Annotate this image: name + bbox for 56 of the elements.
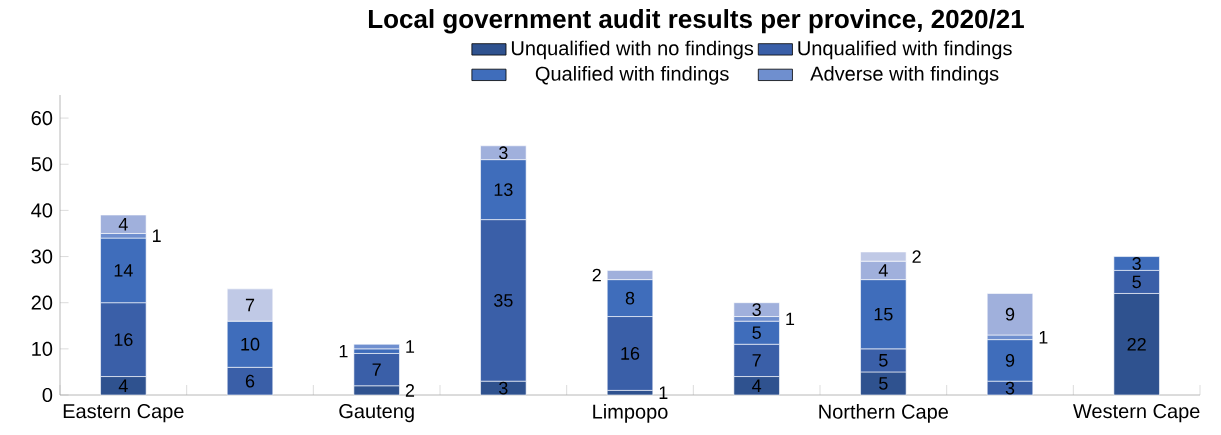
data-label: 7 [372,363,381,376]
data-label: 1 [339,344,348,358]
chart-title: Local government audit results per province, 2020/21 [368,9,1024,34]
y-tick-label: 0 [42,387,53,403]
bar [986,293,1034,336]
data-label: 3 [499,146,508,160]
data-label: 16 [114,333,133,346]
x-tick-label: Northern Cape [819,404,948,423]
data-label: 7 [752,354,761,367]
data-label: 5 [879,354,888,367]
data-label: 6 [245,374,255,388]
data-label: 9 [1005,354,1015,367]
data-label: 9 [1005,307,1015,321]
data-label: 3 [752,303,761,316]
data-label: 22 [1127,337,1146,351]
data-label: 2 [912,250,921,263]
x-tick-label: Limpopo [593,404,668,423]
data-label: 15 [874,307,893,321]
data-label: 4 [878,264,888,277]
data-label: 13 [494,183,513,197]
x-tick-label: Eastern Cape [63,404,184,423]
data-label: 14 [114,264,133,277]
data-label: 35 [494,294,513,307]
y-tick-label: 60 [31,111,53,126]
data-label: 4 [118,218,128,231]
data-label: 2 [592,268,601,282]
data-label: 5 [879,377,888,390]
data-label: 7 [245,298,255,312]
legend-label: Unqualified with findings [798,40,1012,60]
bar [353,343,400,350]
data-label: 1 [152,229,161,242]
data-label: 16 [621,347,640,360]
y-tick-label: 20 [31,295,53,310]
data-label: 4 [118,379,128,392]
y-tick-label: 30 [31,249,53,264]
data-label: 1 [1039,331,1048,344]
legend-label: Unqualified with no findings [511,40,754,60]
data-label: 10 [241,337,260,351]
legend-label: Qualified with findings [535,66,729,85]
y-tick-label: 50 [31,157,53,172]
data-label: 5 [1132,275,1141,289]
data-label: 3 [499,381,508,395]
legend-label: Adverse with findings [810,66,999,85]
data-label: 1 [406,340,415,353]
y-tick-label: 40 [31,203,53,218]
data-label: 3 [1005,381,1015,395]
data-label: 3 [1132,257,1141,270]
data-label: 4 [752,379,762,392]
data-label: 1 [659,386,668,399]
x-tick-label: Gauteng [339,404,414,423]
data-label: 8 [625,291,635,305]
data-label: 1 [786,312,795,326]
data-label: 5 [752,326,761,339]
y-tick-label: 10 [32,341,53,356]
x-tick-label: Western Cape [1073,404,1200,423]
data-label: 2 [405,384,415,397]
